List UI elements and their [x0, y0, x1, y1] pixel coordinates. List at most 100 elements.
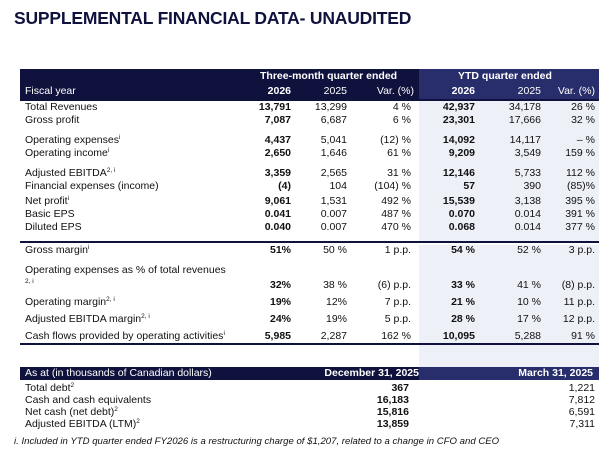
cell-c2: 38 %: [323, 279, 347, 291]
row-footnote-marker: i: [67, 195, 70, 202]
cell-c1: 3,359: [264, 167, 291, 179]
cell-c6: 32 %: [571, 114, 595, 126]
table-row: Operating incomei 2,650 1,646 61 % 9,209 3,54…: [20, 147, 599, 160]
table-row: Adjusted EBITDA margin2, i 24% 19% 5 p.p. 28…: [20, 313, 599, 326]
row-footnote-marker: 2, i: [141, 313, 150, 320]
row-footnote-marker: 2: [114, 406, 118, 413]
row-label: Adjusted EBITDA margin2, i: [25, 313, 150, 325]
financial-table: Three-month quarter ended YTD quarter en…: [20, 69, 599, 430]
cell-c3: 5 p.p.: [384, 313, 411, 325]
cell-c4: 21 %: [451, 296, 475, 308]
footnote: i. Included in YTD quarter ended FY2026 …: [14, 436, 500, 447]
table-row: Total Revenues 13,791 13,299 4 % 42,937 34,17…: [20, 101, 599, 114]
row-label: Operating incomei: [25, 147, 109, 159]
cell-c2: 2,287: [320, 330, 347, 342]
cell-c4: 10,095: [442, 330, 475, 342]
balance-row: Net cash (net debt)2 15,816 6,591: [20, 406, 599, 418]
cell-c5: 10 %: [517, 296, 541, 308]
cell-c1: 24%: [269, 313, 291, 325]
cell-c3: 1 p.p.: [384, 244, 411, 256]
row-label: Basic EPS: [25, 208, 75, 220]
cell-c6: 159 %: [565, 147, 595, 159]
row-label: Gross margini: [25, 244, 89, 256]
balance-label-text: Net cash (net debt): [25, 406, 115, 418]
cell-c6: 3 p.p.: [568, 244, 595, 256]
cell-c5: 41 %: [517, 279, 541, 291]
cell-c2: 1,531: [320, 195, 347, 207]
cell-c1: 9,061: [264, 195, 291, 207]
col-var: Var. (%): [376, 85, 414, 97]
cell-c1: 0.040: [264, 221, 291, 233]
row-footnote-marker: 2, i: [106, 167, 116, 174]
row-label-text: Cash flows provided by operating activit…: [25, 330, 224, 342]
cell-c1: 7,087: [264, 114, 291, 126]
row-label: Operating margin2, i: [25, 296, 115, 308]
balance-mar-value: 1,221: [568, 382, 595, 394]
cell-c5: 5,733: [514, 167, 541, 179]
cell-c5: 52 %: [517, 244, 541, 256]
cell-c3: 492 %: [381, 195, 411, 207]
table-row: Adjusted EBITDA2, i 3,359 2,565 31 % 12,146 5…: [20, 167, 599, 180]
ytd-header: YTD quarter ended: [458, 70, 552, 82]
cell-c4: 12,146: [442, 167, 475, 179]
cell-c4: 0.068: [448, 221, 475, 233]
cell-c1: 51%: [269, 244, 291, 256]
table-row: Diluted EPS 0.040 0.007 470 % 0.068 0.014 377 …: [20, 221, 599, 234]
table-row: Gross profit 7,087 6,687 6 % 23,301 17,666 32 …: [20, 114, 599, 127]
cell-c6: 26 %: [571, 101, 595, 113]
col-ytd-2026: 2026: [451, 85, 475, 97]
cell-c5: 0.014: [514, 208, 541, 220]
cell-c2: 5,041: [320, 134, 347, 146]
balance-label-text: Total debt: [25, 382, 71, 394]
cell-c1: 5,985: [264, 330, 291, 342]
balance-label: Adjusted EBITDA (LTM)2: [25, 418, 140, 430]
cell-c5: 3,138: [514, 195, 541, 207]
cell-c1: 2,650: [264, 147, 291, 159]
cell-c1: 4,437: [264, 134, 291, 146]
cell-c4: 54 %: [451, 244, 475, 256]
row-label-text: Diluted EPS: [25, 221, 82, 233]
balance-mar-value: 7,311: [569, 418, 596, 430]
cell-c2: 1,646: [320, 147, 347, 159]
page-title: SUPPLEMENTAL FINANCIAL DATA- UNAUDITED: [14, 8, 412, 28]
balance-mar-value: 7,812: [568, 394, 595, 406]
table-row: Cash flows provided by operating activit…: [20, 330, 599, 343]
cell-c2: 2,565: [320, 167, 347, 179]
cell-c4: 0.070: [448, 208, 475, 220]
balance-header-label: As at (in thousands of Canadian dollars): [25, 367, 212, 379]
table-row: Net profiti 9,061 1,531 492 % 15,539 3,138 395…: [20, 195, 599, 208]
cell-c4: 28 %: [451, 313, 475, 325]
cell-c5: 390: [523, 180, 541, 192]
cell-c2: 50 %: [323, 244, 347, 256]
cell-c3: (104) %: [374, 180, 411, 192]
balance-label: Total debt2: [25, 382, 74, 394]
cell-c2: 104: [329, 180, 347, 192]
row-label: Operating expensesi: [25, 134, 120, 146]
cell-c4: 9,209: [448, 147, 475, 159]
table-row: Financial expenses (income) (4) 104 (104) %…: [20, 180, 599, 193]
cell-c3: 31 %: [387, 167, 411, 179]
cell-c5: 5,288: [514, 330, 541, 342]
balance-date-dec: December 31, 2025: [324, 367, 419, 379]
row-label: Financial expenses (income): [25, 180, 159, 192]
cell-c3: 162 %: [381, 330, 411, 342]
col-2026: 2026: [267, 85, 291, 97]
row-footnote-marker: 2, i: [25, 278, 34, 285]
row-label: Diluted EPS: [25, 221, 82, 233]
cell-c6: 91 %: [571, 330, 595, 342]
cell-c4: 33 %: [451, 279, 475, 291]
cell-c2: 0.007: [320, 221, 347, 233]
cell-c3: (12) %: [380, 134, 411, 146]
cell-c3: 61 %: [387, 147, 411, 159]
balance-row: Total debt2 367 1,221: [20, 382, 599, 394]
row-label-text: Net profit: [25, 195, 68, 207]
table-row: Operating expenses as % of total revenue…: [20, 264, 599, 291]
balance-mar-value: 6,591: [568, 406, 595, 418]
cell-c1: 0.041: [264, 208, 291, 220]
fiscal-year-label: Fiscal year: [25, 85, 76, 97]
cell-c6: 377 %: [565, 221, 595, 233]
balance-date-mar: March 31, 2025: [518, 367, 593, 379]
balance-label-text: Cash and cash equivalents: [25, 394, 152, 406]
row-divider: [20, 99, 599, 101]
row-divider: [20, 241, 599, 243]
